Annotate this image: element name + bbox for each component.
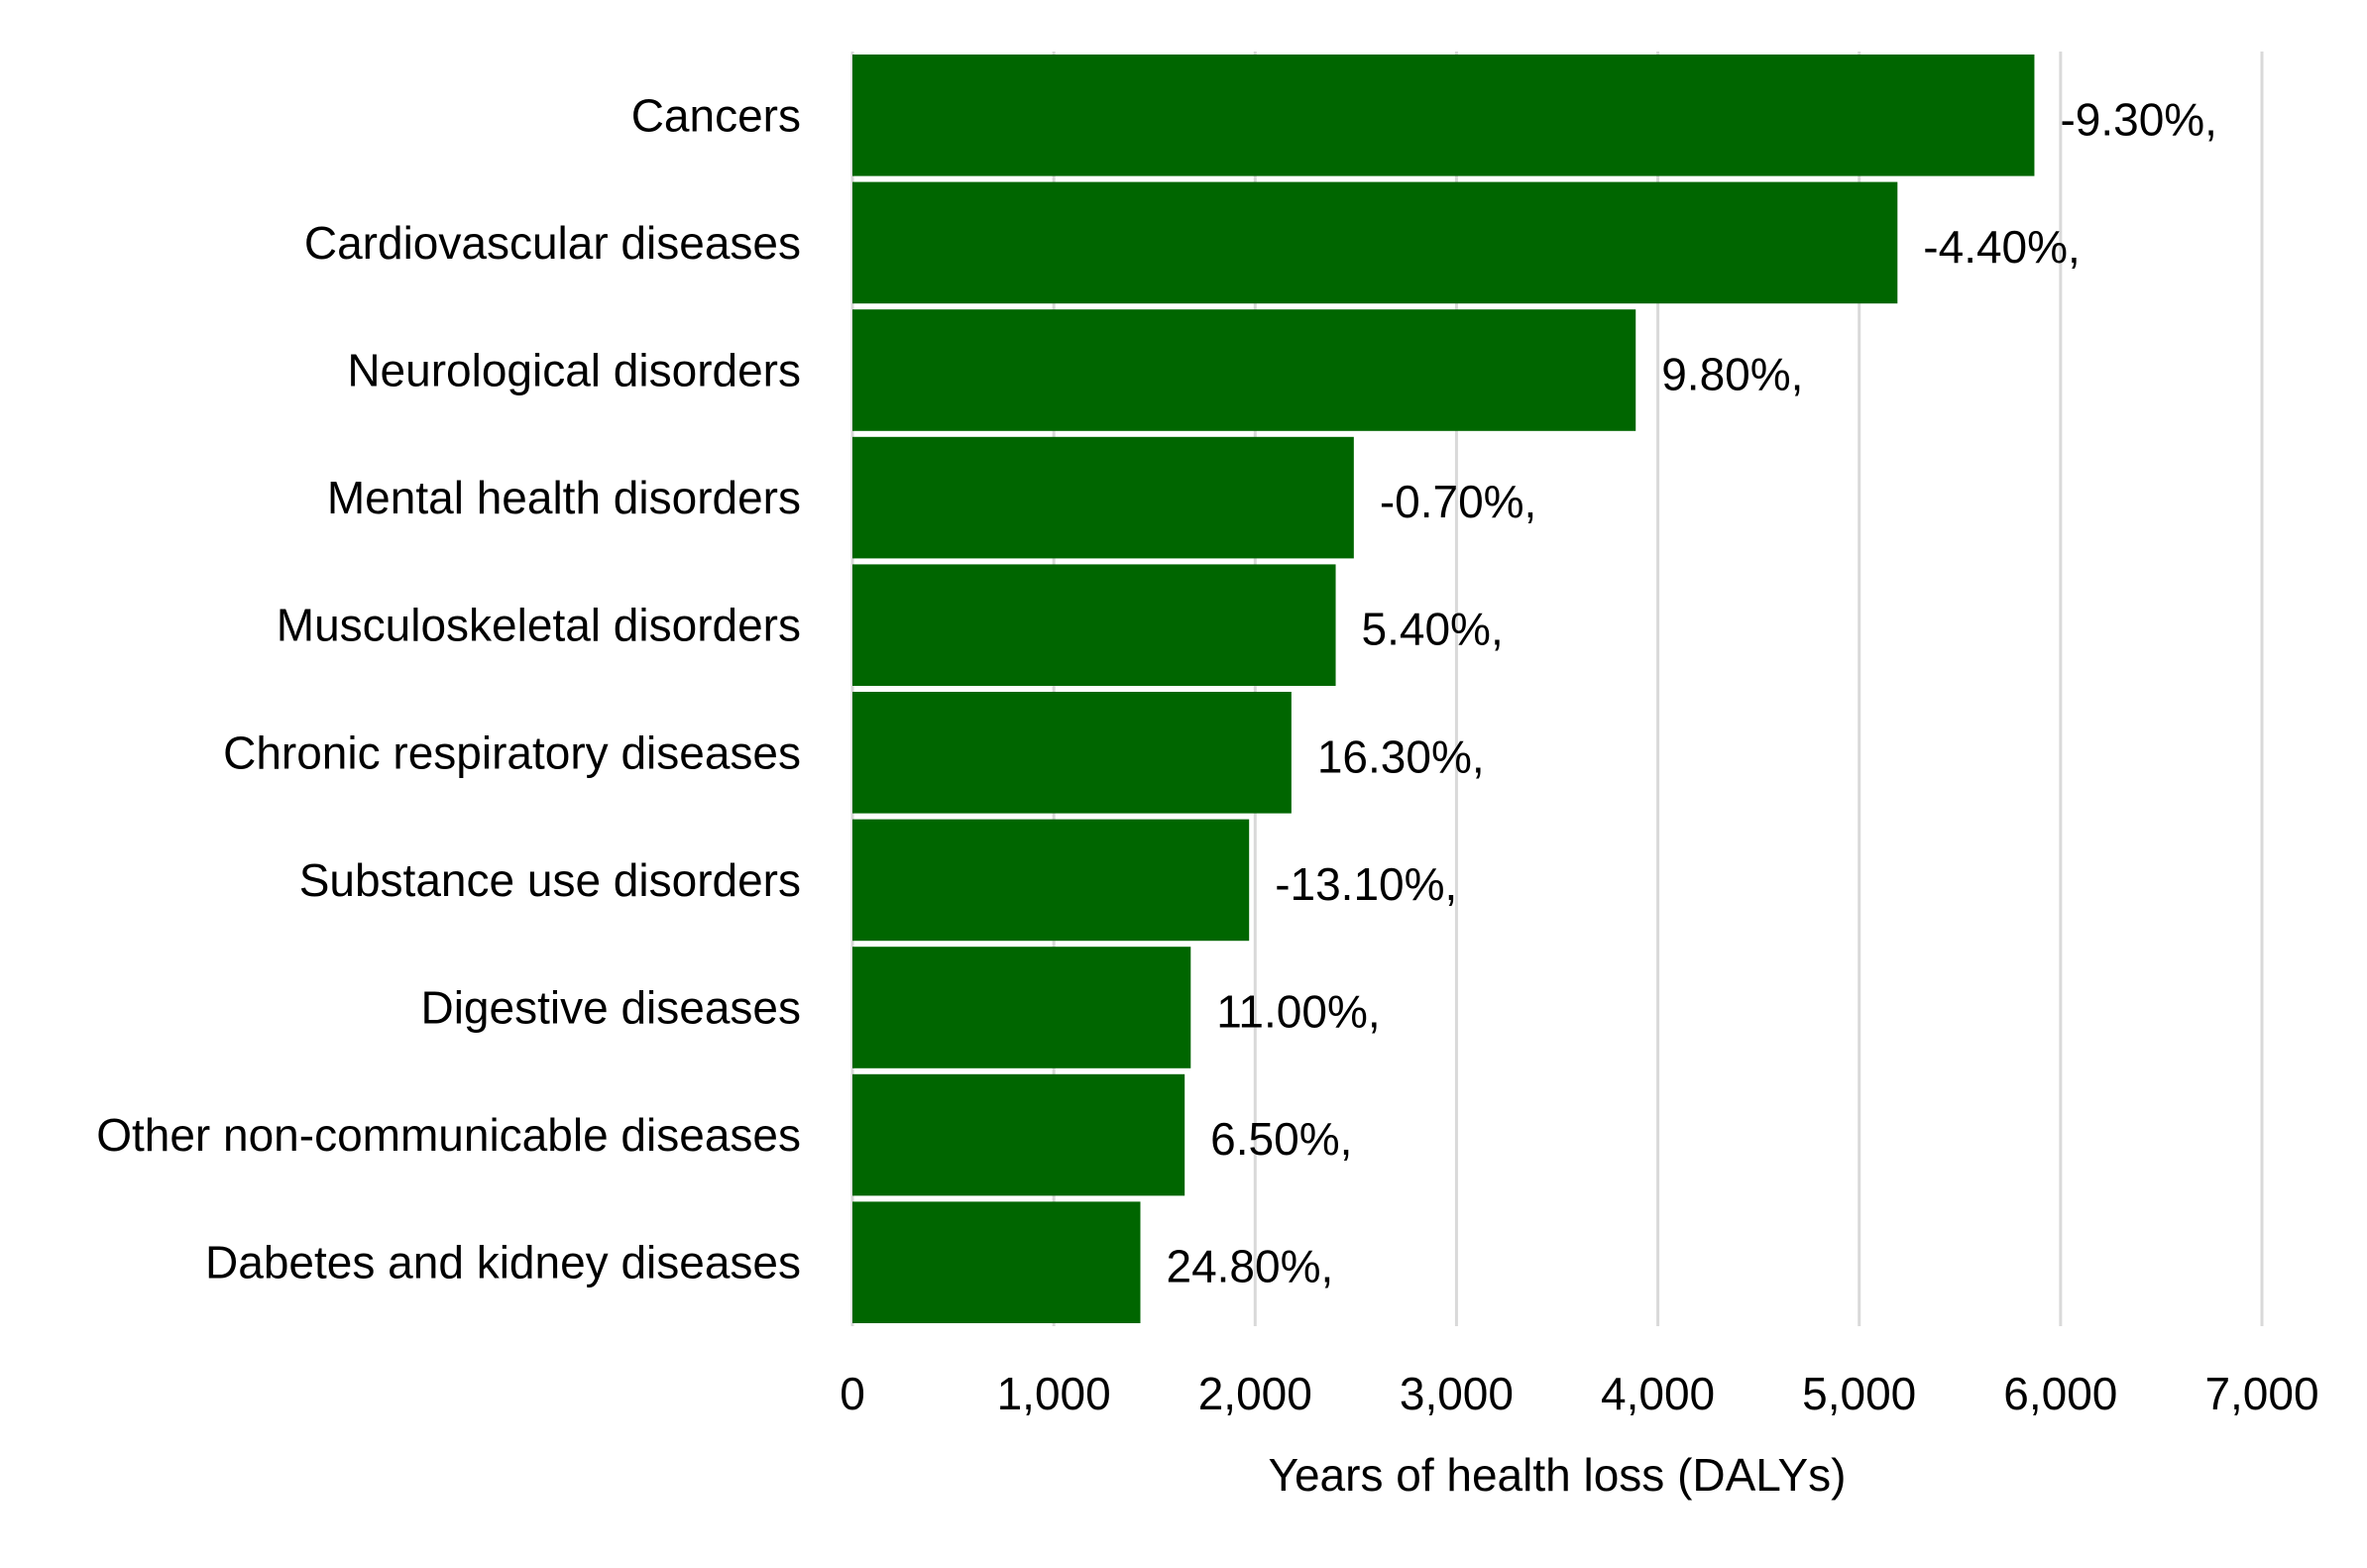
x-tick-label-2: 2,000 [1198,1368,1312,1419]
x-tick-label-3: 3,000 [1400,1368,1514,1419]
bars [852,55,2035,1323]
x-tick-label-5: 5,000 [1802,1368,1916,1419]
category-label-6: Substance use disorders [299,854,801,906]
category-label-2: Neurological disorders [347,345,801,396]
data-label-5: 16.30%, [1317,730,1485,782]
category-label-7: Digestive diseases [420,982,801,1034]
data-label-4: 5.40%, [1362,604,1504,655]
x-tick-label-7: 7,000 [2204,1368,2318,1419]
x-tick-label-1: 1,000 [997,1368,1111,1419]
category-label-3: Mental health disorders [327,472,801,523]
category-label-0: Cancers [631,89,801,141]
category-labels: Cancers Cardiovascular diseases Neurologic… [96,89,801,1288]
bar-7 [852,947,1191,1068]
bar-2 [852,309,1636,431]
bar-5 [852,692,1292,814]
data-label-3: -0.70%, [1380,476,1537,527]
bar-8 [852,1073,1185,1196]
bar-1 [852,181,1898,304]
bar-9 [852,1201,1141,1323]
data-label-1: -4.40%, [1923,221,2081,273]
category-label-5: Chronic respiratory diseases [223,727,801,778]
data-label-8: 6.50%, [1210,1113,1352,1165]
category-label-1: Cardiovascular diseases [304,217,801,269]
bar-0 [852,55,2035,176]
data-label-6: -13.10%, [1275,858,1457,910]
category-label-8: Other non-communicable diseases [96,1109,801,1161]
x-tick-label-4: 4,000 [1601,1368,1715,1419]
x-axis-title: Years of health loss (DALYs) [1269,1449,1847,1501]
x-tick-label-0: 0 [840,1368,865,1419]
data-labels: -9.30%, -4.40%, 9.80%, -0.70%, 5.40%, 16.30%,… [1166,93,2216,1291]
data-label-2: 9.80%, [1661,349,1803,400]
bar-4 [852,564,1336,686]
category-label-9: Dabetes and kidney diseases [205,1237,801,1288]
bar-6 [852,819,1250,942]
data-label-0: -9.30%, [2060,93,2217,145]
data-label-9: 24.80%, [1166,1241,1333,1292]
x-axis-ticks: 0 1,000 2,000 3,000 4,000 5,000 6,000 7,000 [840,1368,2318,1419]
category-label-4: Musculoskeletal disorders [277,600,801,651]
x-tick-label-6: 6,000 [2003,1368,2117,1419]
data-label-7: 11.00%, [1216,986,1380,1038]
bar-3 [852,436,1354,559]
